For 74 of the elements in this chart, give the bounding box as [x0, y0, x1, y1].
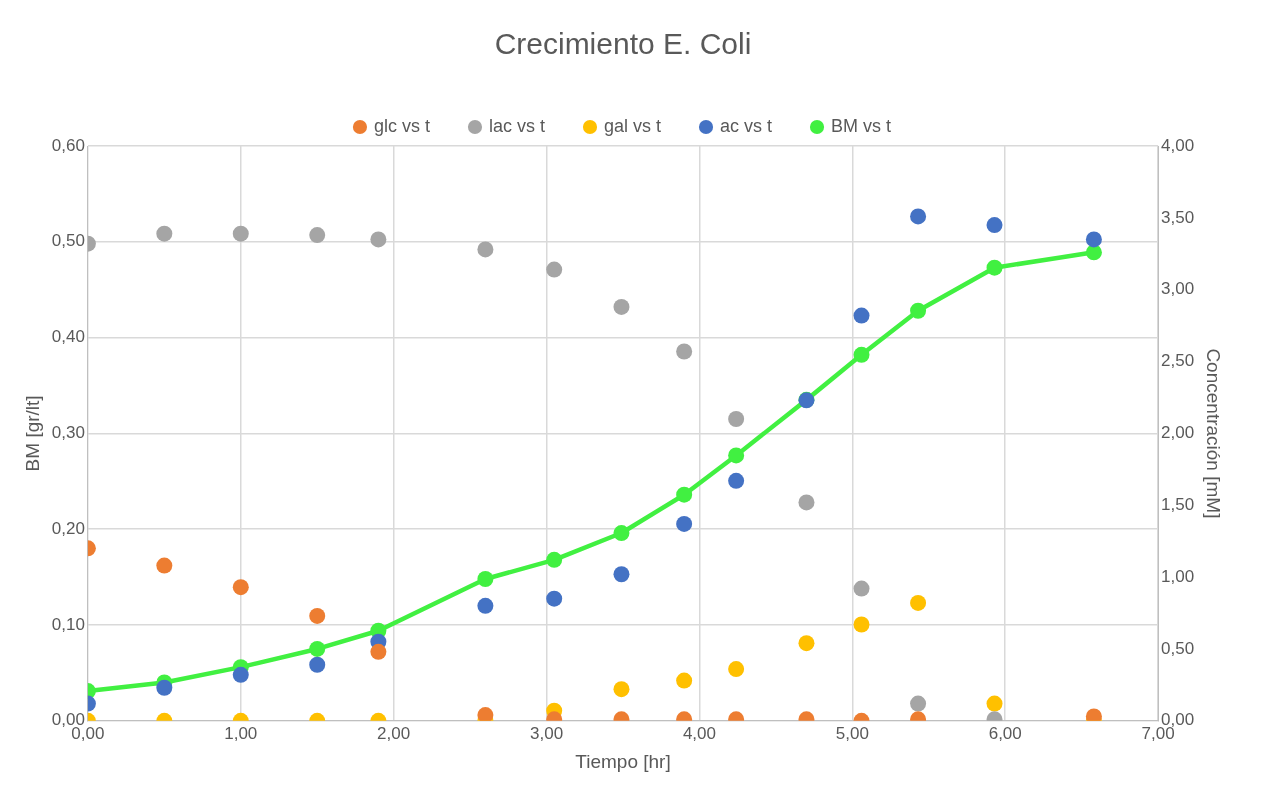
y2-tick-label: 1,00: [1161, 566, 1195, 586]
point: [853, 616, 870, 633]
point: [910, 695, 927, 712]
legend-label: ac vs t: [720, 115, 773, 136]
point: [613, 566, 630, 583]
y2-tick-label: 1,50: [1161, 494, 1195, 514]
point: [728, 447, 745, 464]
point: [910, 594, 927, 611]
point: [676, 672, 693, 689]
point: [232, 579, 249, 596]
y-tick-label: 0,40: [51, 327, 85, 347]
point: [370, 231, 387, 248]
x-tick-label: 1,00: [224, 723, 258, 743]
point: [986, 259, 1003, 276]
y-axis-title: BM [gr/lt]: [21, 395, 43, 472]
point: [676, 515, 693, 532]
chart-title: Crecimiento E. Coli: [494, 27, 752, 61]
y-tick-label: 0,20: [51, 518, 85, 538]
point: [1085, 231, 1102, 248]
y-tick-label: 0,10: [51, 614, 85, 634]
y2-tick-label: 0,50: [1161, 638, 1195, 658]
x-tick-label: 4,00: [682, 723, 716, 743]
legend-label: BM vs t: [831, 115, 892, 136]
y-tick-label: 0,60: [51, 135, 85, 155]
point: [728, 661, 745, 678]
point: [477, 571, 494, 588]
y2-tick-label: 2,50: [1161, 351, 1195, 371]
point: [728, 472, 745, 489]
point: [309, 607, 326, 624]
point: [613, 298, 630, 315]
point: [309, 640, 326, 657]
y2-tick-label: 3,50: [1161, 207, 1195, 227]
point: [156, 679, 173, 696]
x-axis-title: Tiempo [hr]: [575, 750, 671, 772]
point: [309, 656, 326, 673]
point: [613, 525, 630, 542]
point: [910, 302, 927, 319]
point: [986, 217, 1003, 234]
legend-label: lac vs t: [488, 115, 545, 136]
point: [853, 346, 870, 363]
point: [853, 580, 870, 597]
point: [477, 707, 494, 721]
point: [232, 666, 249, 683]
point: [910, 208, 927, 225]
point: [798, 635, 815, 652]
y2-tick-label: 4,00: [1161, 135, 1195, 155]
point: [728, 411, 745, 428]
point: [477, 597, 494, 614]
point: [613, 681, 630, 698]
y-tick-label: 0,50: [51, 231, 85, 251]
point: [986, 695, 1003, 712]
x-tick-label: 2,00: [377, 723, 411, 743]
point: [477, 241, 494, 258]
point: [156, 557, 173, 574]
point: [798, 494, 815, 511]
legend-label: glc vs t: [373, 115, 430, 136]
x-tick-label: 3,00: [530, 723, 564, 743]
y2-tick-label: 3,00: [1161, 279, 1195, 299]
point: [370, 643, 387, 660]
legend-label: gal vs t: [603, 115, 662, 136]
y2-tick-label: 2,00: [1161, 423, 1195, 443]
point: [546, 590, 563, 607]
point: [546, 261, 563, 278]
point: [546, 551, 563, 568]
point: [676, 486, 693, 503]
point: [156, 225, 173, 242]
x-tick-label: 5,00: [835, 723, 869, 743]
x-tick-label: 6,00: [988, 723, 1022, 743]
point: [232, 225, 249, 242]
y2-axis-title: Concentración [mM]: [1203, 348, 1225, 519]
point: [309, 227, 326, 244]
y-tick-label: 0,30: [51, 423, 85, 443]
point: [676, 343, 693, 360]
point: [853, 307, 870, 324]
